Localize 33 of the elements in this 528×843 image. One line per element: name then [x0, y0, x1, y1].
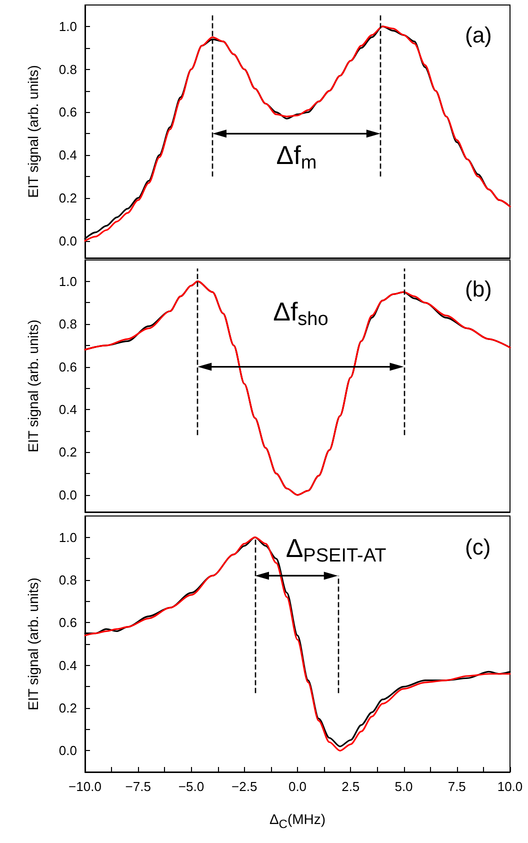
y-tick-label: 0.6 [58, 359, 77, 374]
y-tick-label: 0.2 [58, 444, 77, 460]
x-tick-label: −2.5 [232, 779, 258, 794]
x-tick-label: −10.0 [68, 779, 102, 794]
y-axis-title: EIT signal (arb. units) [25, 65, 41, 198]
y-tick-label: 1.0 [58, 274, 77, 289]
y-tick-label: 0.4 [58, 658, 77, 673]
y-tick-label: 0.0 [58, 487, 77, 502]
annotation: (b) [465, 276, 492, 302]
annotation: (c) [465, 534, 491, 560]
y-tick-label: 0.6 [58, 615, 77, 630]
y-tick-label: 0.8 [58, 62, 77, 77]
x-tick-label: −5.0 [178, 779, 204, 794]
y-tick-label: 1.0 [58, 530, 77, 545]
y-tick-label: 0.2 [58, 190, 77, 206]
x-tick-label: −7.5 [125, 779, 151, 794]
x-tick-label: 0.0 [288, 779, 307, 794]
y-tick-label: 0.8 [58, 316, 77, 332]
y-tick-label: 0.4 [58, 402, 77, 417]
y-axis-title: EIT signal (arb. units) [25, 320, 41, 452]
y-tick-label: 0.0 [58, 743, 77, 758]
y-tick-label: 0.6 [58, 104, 77, 120]
y-tick-label: 0.4 [58, 148, 77, 163]
annotation: (a) [465, 22, 492, 48]
y-tick-label: 0.0 [58, 233, 77, 248]
x-tick-label: 5.0 [394, 779, 413, 794]
x-tick-label: 7.5 [448, 779, 466, 794]
y-tick-label: 1.0 [58, 18, 77, 34]
y-axis-title: EIT signal (arb. units) [25, 578, 41, 710]
y-tick-label: 0.8 [58, 572, 77, 588]
x-tick-label: 2.5 [342, 779, 360, 794]
y-tick-label: 0.2 [58, 700, 77, 716]
x-tick-label: 10.0 [497, 779, 523, 794]
